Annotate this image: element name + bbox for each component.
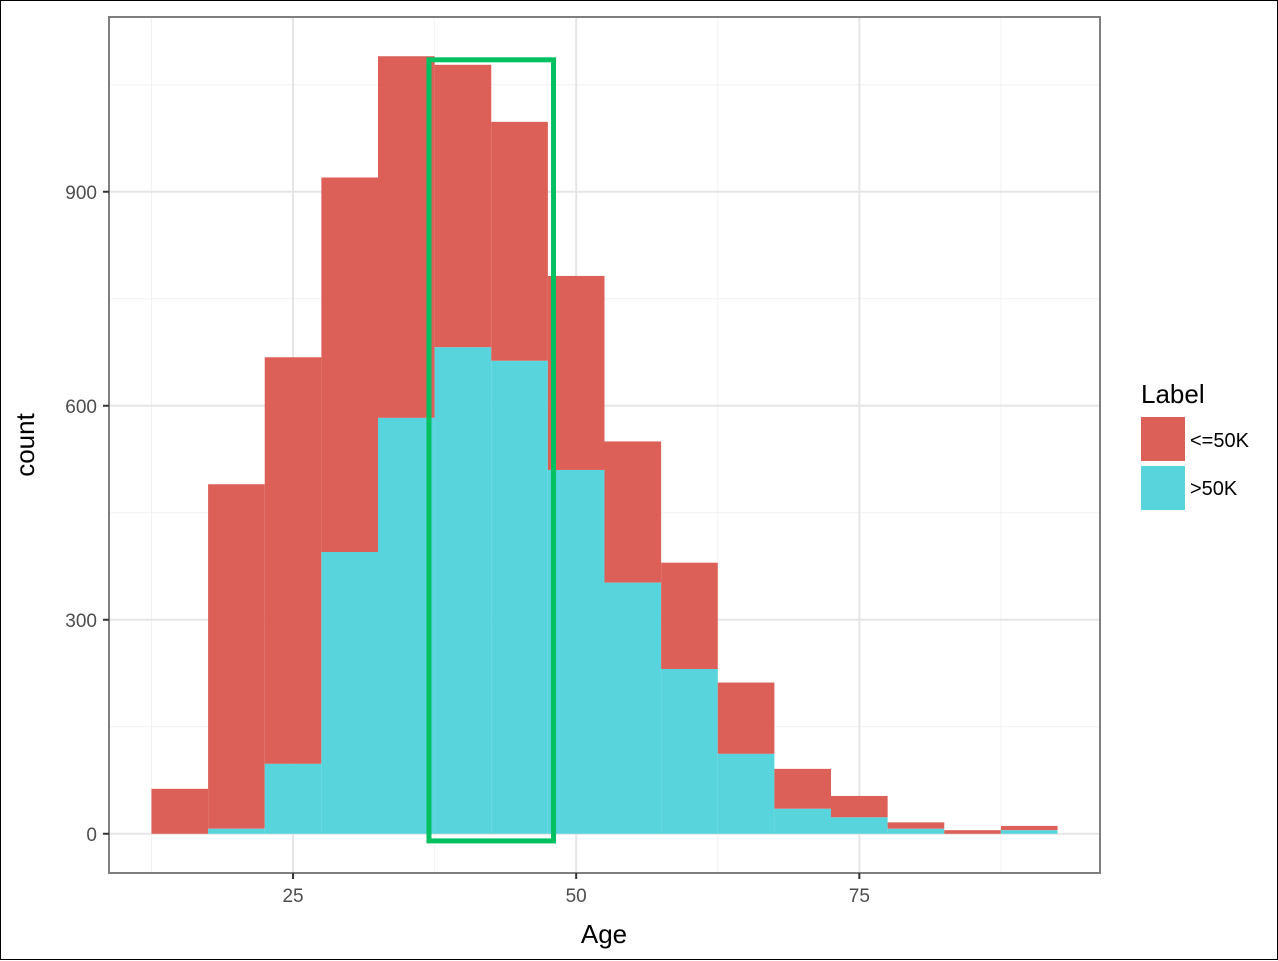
bar-le50k: [774, 768, 832, 809]
bar-gt50k: [264, 763, 322, 834]
y-axis-title: count: [10, 412, 40, 476]
y-tick-label: 600: [65, 397, 97, 418]
legend-title: Label: [1141, 379, 1205, 409]
bar-gt50k: [661, 668, 718, 834]
bar-le50k: [264, 357, 322, 764]
bar-le50k: [1000, 825, 1058, 831]
bar-le50k: [604, 441, 662, 583]
axis-ticks: 25 50 75 0 300 600 900: [65, 183, 870, 907]
bar-gt50k: [717, 753, 775, 834]
bar-gt50k: [321, 552, 378, 834]
x-axis-title: Age: [581, 919, 627, 949]
bar-le50k: [151, 788, 209, 834]
panel-border: [108, 16, 1101, 874]
bar-gt50k: [434, 347, 492, 834]
legend: Label <=50K >50K: [1141, 379, 1250, 510]
bar-le50k: [491, 121, 548, 361]
legend-swatch-gt50k: [1141, 466, 1185, 510]
bar-le50k: [661, 562, 718, 669]
highlight-box: [426, 57, 557, 844]
legend-label-gt50k: >50K: [1190, 478, 1238, 500]
y-tick-label: 900: [65, 183, 97, 204]
legend-swatch-le50k: [1141, 417, 1185, 461]
bar-gt50k: [547, 469, 605, 834]
x-tick-label: 25: [282, 886, 303, 907]
bar-le50k: [321, 177, 378, 552]
x-tick-label: 50: [566, 886, 587, 907]
bar-le50k: [944, 830, 1001, 834]
bar-gt50k: [208, 828, 265, 834]
bar-le50k: [831, 795, 888, 818]
y-tick-label: 300: [65, 611, 97, 632]
bar-le50k: [717, 682, 775, 754]
bars: [151, 56, 1058, 834]
bar-gt50k: [491, 360, 548, 834]
x-tick-label: 75: [849, 886, 870, 907]
bar-le50k: [887, 822, 945, 829]
bar-gt50k: [1000, 830, 1058, 834]
bar-gt50k: [887, 828, 945, 834]
bar-gt50k: [774, 808, 832, 834]
y-tick-label: 0: [86, 825, 97, 846]
bar-le50k: [434, 64, 492, 348]
bar-le50k: [377, 56, 435, 418]
bar-gt50k: [831, 817, 888, 834]
bar-le50k: [208, 484, 265, 829]
legend-label-le50k: <=50K: [1190, 430, 1250, 452]
bar-le50k: [547, 275, 605, 470]
bar-gt50k: [377, 417, 435, 834]
bar-gt50k: [604, 582, 662, 834]
